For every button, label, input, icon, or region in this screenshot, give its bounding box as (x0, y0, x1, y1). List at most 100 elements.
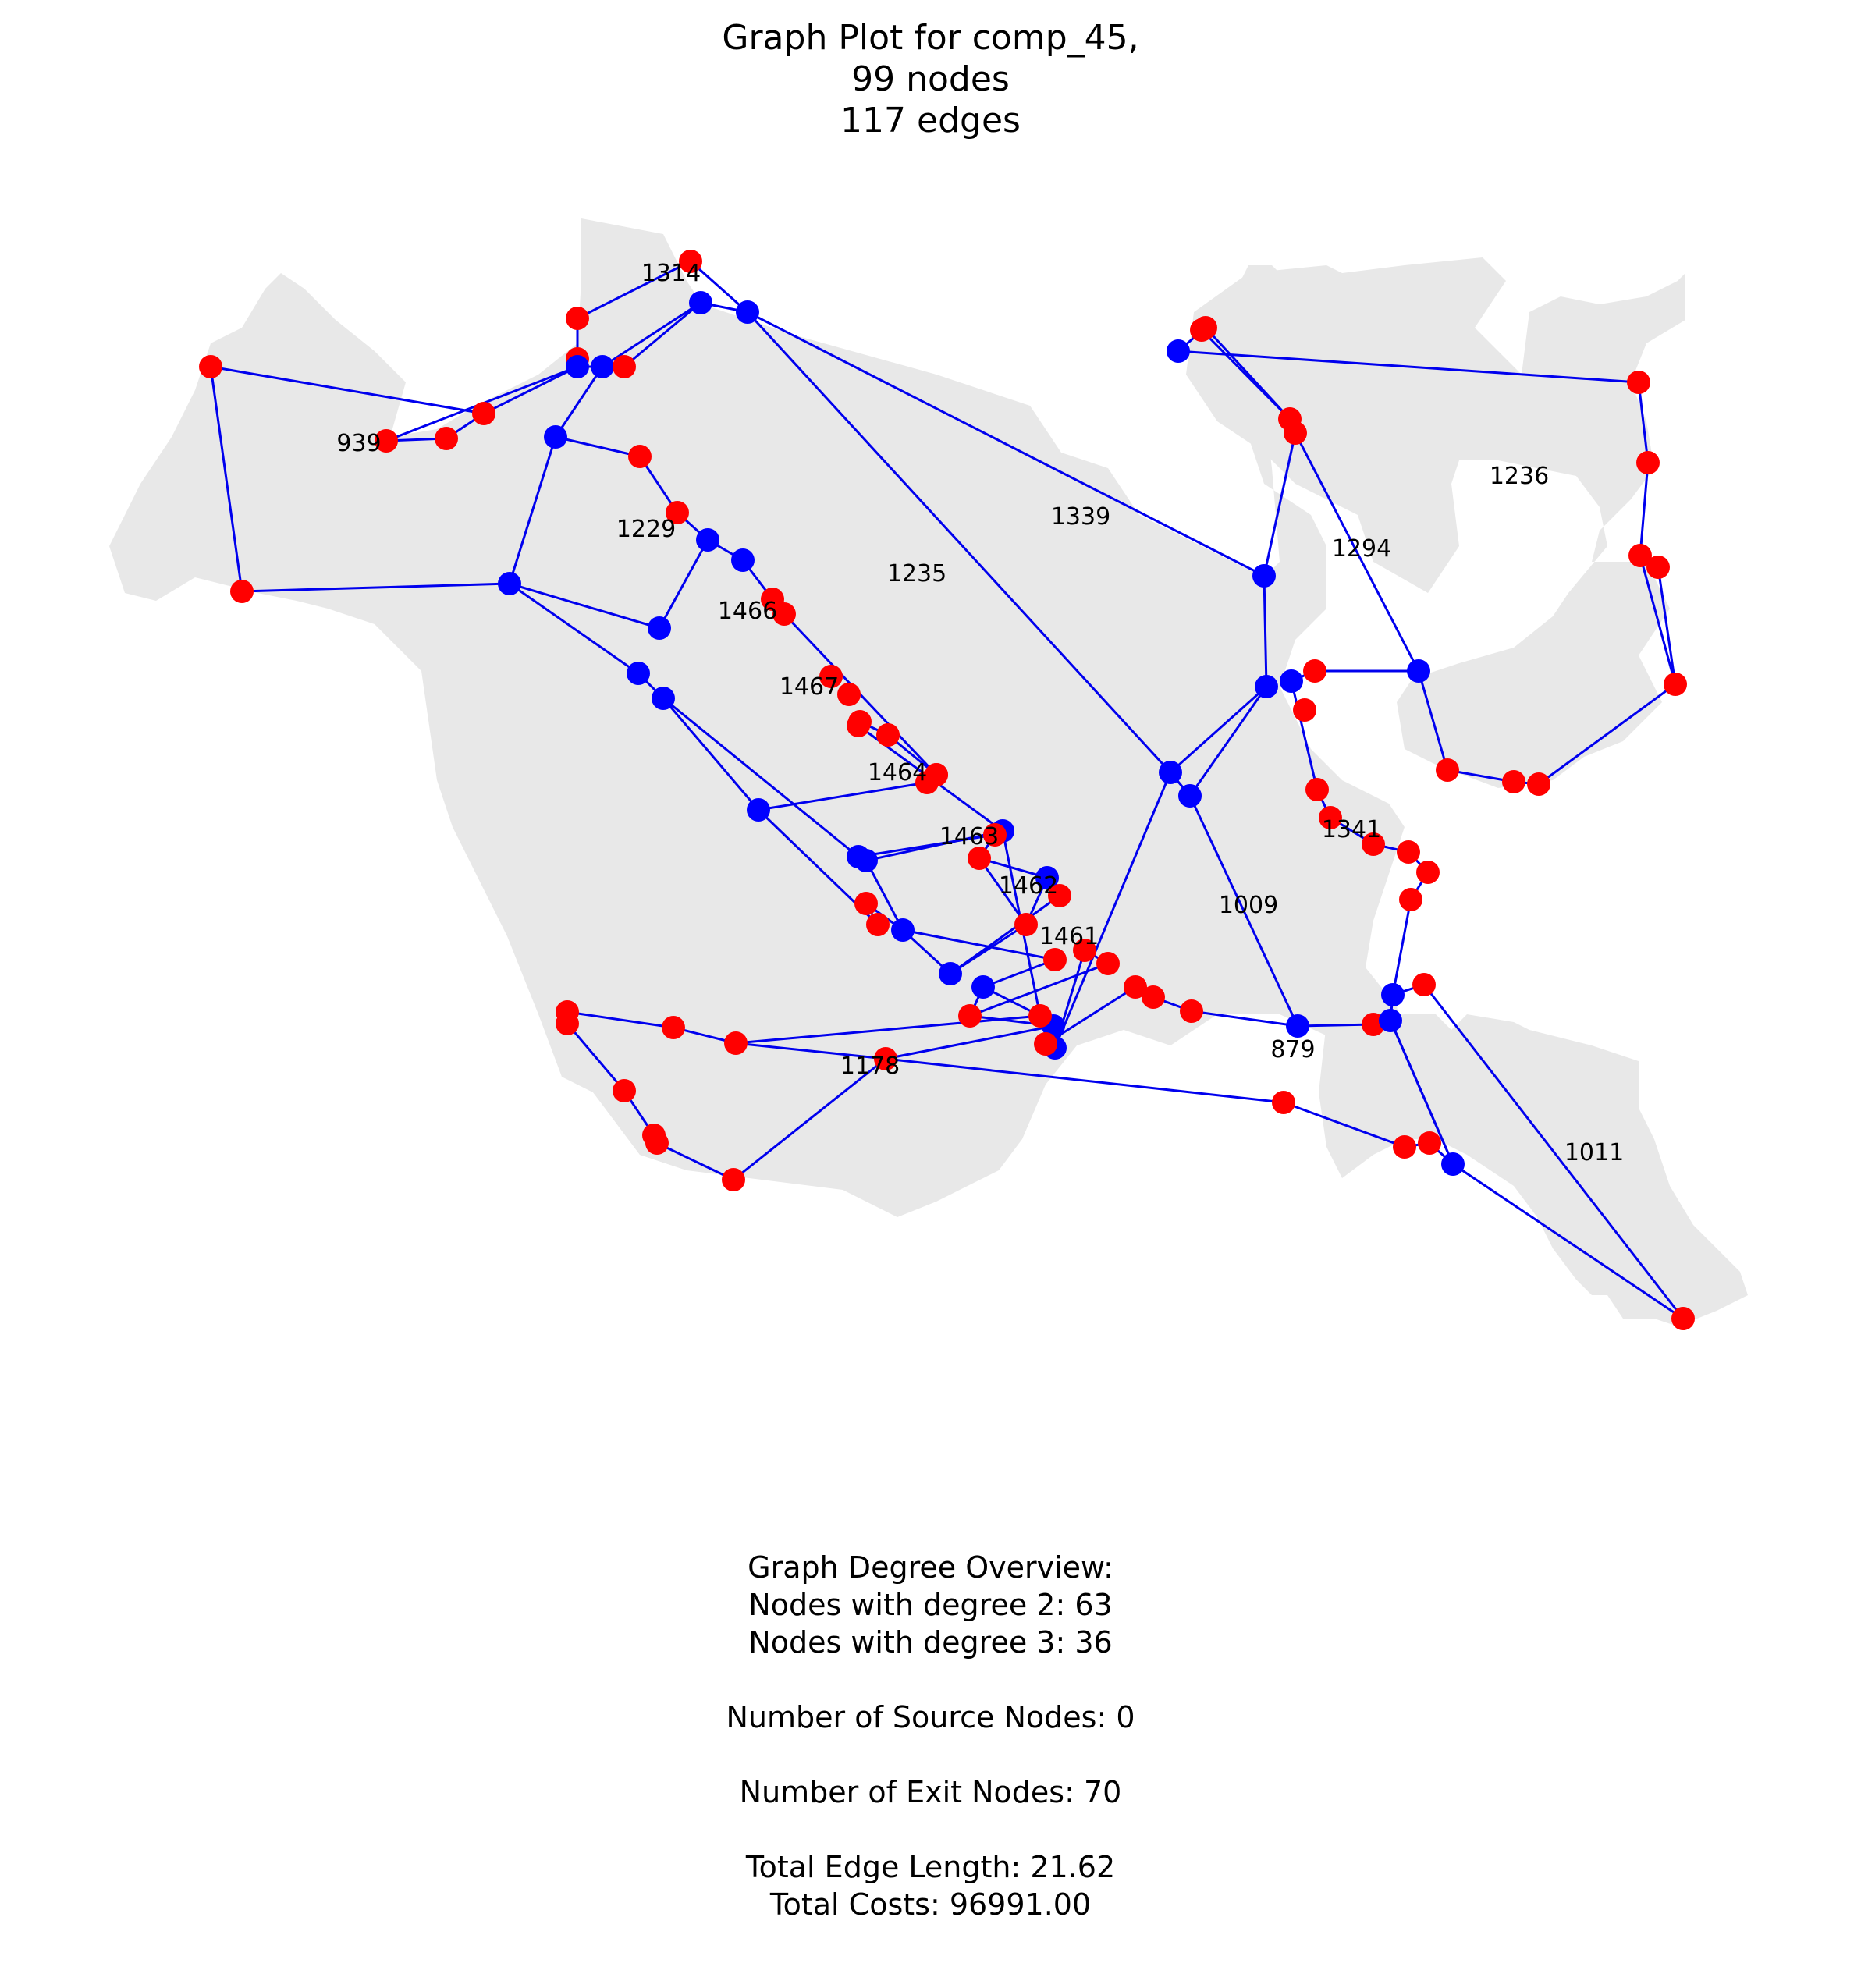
junction-node-ap (891, 918, 915, 942)
exit-node-cu (1416, 861, 1440, 884)
edge-25 (509, 582, 660, 630)
junction-node-x (652, 687, 675, 710)
exit-node-co (1628, 544, 1652, 567)
edge-50 (969, 962, 1109, 1017)
edge-123 (1657, 566, 1677, 685)
exit-node-ak (968, 847, 991, 870)
region-label-1466: 1466 (718, 598, 777, 625)
region-label-879: 879 (1270, 1036, 1315, 1063)
edge-85 (1417, 670, 1449, 771)
stats-spacer-3 (0, 1811, 1861, 1848)
stats-heading: Graph Degree Overview: (748, 1550, 1113, 1585)
edge-24 (658, 539, 709, 629)
edge-108 (566, 1010, 674, 1029)
edge-69 (1297, 1023, 1374, 1028)
junction-node-g (591, 355, 614, 378)
edge-89 (1639, 555, 1677, 685)
edge-111 (885, 1024, 1054, 1060)
exit-node-am (1048, 884, 1071, 907)
region-labels: 1314 939 1229 1235 1339 1294 1236 1466 1467 1464 1… (336, 260, 1624, 1166)
exit-node-cs (1362, 832, 1385, 856)
edge-12 (623, 301, 701, 368)
region-label-1464: 1464 (868, 759, 927, 786)
region-label-1235: 1235 (887, 560, 946, 588)
region-label-1462: 1462 (999, 872, 1058, 900)
region-label-1341: 1341 (1322, 816, 1381, 843)
exit-node-bz (1190, 318, 1213, 342)
exit-node-j (230, 580, 254, 603)
exit-node-aj (983, 823, 1007, 847)
exit-node-bv (722, 1168, 745, 1191)
edge-121 (1389, 1020, 1454, 1165)
exit-node-t (772, 602, 796, 626)
exit-node-bo (556, 1012, 579, 1035)
region-label-1009: 1009 (1219, 892, 1278, 919)
junction-node-cc (1252, 564, 1276, 588)
exit-node-i (199, 355, 222, 378)
stats-spacer-2 (0, 1736, 1861, 1773)
edge-60 (950, 923, 1027, 975)
exit-node-bs (613, 1079, 636, 1102)
edge-29 (210, 365, 485, 415)
edge-32 (662, 698, 760, 811)
edge-100 (1053, 772, 1172, 1049)
region-label-1011: 1011 (1564, 1139, 1624, 1166)
exit-node-bc (1180, 999, 1203, 1023)
exit-node-br (874, 1047, 897, 1070)
region-shape-1 (109, 218, 1405, 1217)
exit-node-p (666, 501, 689, 524)
exit-node-cg (1293, 698, 1316, 722)
edge-103 (747, 311, 1265, 577)
junction-node-u (648, 616, 671, 640)
junction-node-c (736, 300, 759, 324)
region-shape-4 (1319, 1014, 1748, 1326)
edge-11 (483, 365, 578, 415)
exit-node-h (613, 355, 636, 378)
stats-exits: Number of Exit Nodes: 70 (739, 1775, 1122, 1809)
edge-122 (735, 1014, 1041, 1045)
exit-node-bp (662, 1016, 685, 1039)
edge-26 (508, 436, 557, 584)
exit-node-aw (958, 1004, 982, 1028)
region-label-1339: 1339 (1051, 503, 1110, 531)
region-label-1467: 1467 (780, 673, 839, 701)
region-polygons (109, 218, 1748, 1326)
exit-node-au (1073, 939, 1096, 962)
graph-stats: Graph Degree Overview: Nodes with degree… (0, 1549, 1861, 1923)
region-label-1294: 1294 (1332, 535, 1391, 563)
junction-node-bd (1286, 1014, 1309, 1038)
exit-node-cr (1319, 806, 1342, 829)
edge-68 (1191, 1010, 1298, 1028)
stats-degree-2: Nodes with degree 2: 63 (748, 1588, 1113, 1622)
exit-node-bh (1412, 973, 1436, 996)
junction-node-f (566, 355, 589, 378)
edge-98 (1263, 575, 1268, 687)
exit-node-d (566, 307, 589, 330)
edge-54 (865, 829, 1003, 862)
junction-node-cx (1178, 784, 1202, 808)
graph-nodes (199, 250, 1695, 1330)
exit-node-bq (724, 1031, 748, 1055)
stats-sources: Number of Source Nodes: 0 (726, 1700, 1135, 1734)
stats-costs: Total Costs: 96991.00 (769, 1887, 1092, 1922)
exit-node-cn (1636, 451, 1660, 474)
region-label-1461: 1461 (1039, 923, 1099, 950)
edge-92 (1177, 350, 1639, 384)
edge-97 (1263, 432, 1297, 577)
exit-node-bu (645, 1131, 669, 1155)
title-line-3: 117 edges (840, 101, 1021, 140)
stats-degree-3: Nodes with degree 3: 36 (748, 1625, 1113, 1660)
edge-88 (1538, 683, 1676, 786)
title-line-1: Graph Plot for comp_45, (722, 18, 1139, 58)
junction-node-bg (1381, 983, 1405, 1006)
exit-node-ao (866, 913, 890, 936)
region-label-939: 939 (336, 430, 381, 457)
edge-124 (1639, 462, 1650, 556)
region-label-1314: 1314 (641, 260, 701, 287)
edge-76 (1391, 899, 1412, 996)
exit-node-ay (1028, 1004, 1052, 1028)
edge-15 (555, 435, 641, 458)
exit-node-z (837, 683, 861, 706)
junction-node-al (1035, 866, 1059, 889)
junction-node-cw (1159, 761, 1182, 784)
